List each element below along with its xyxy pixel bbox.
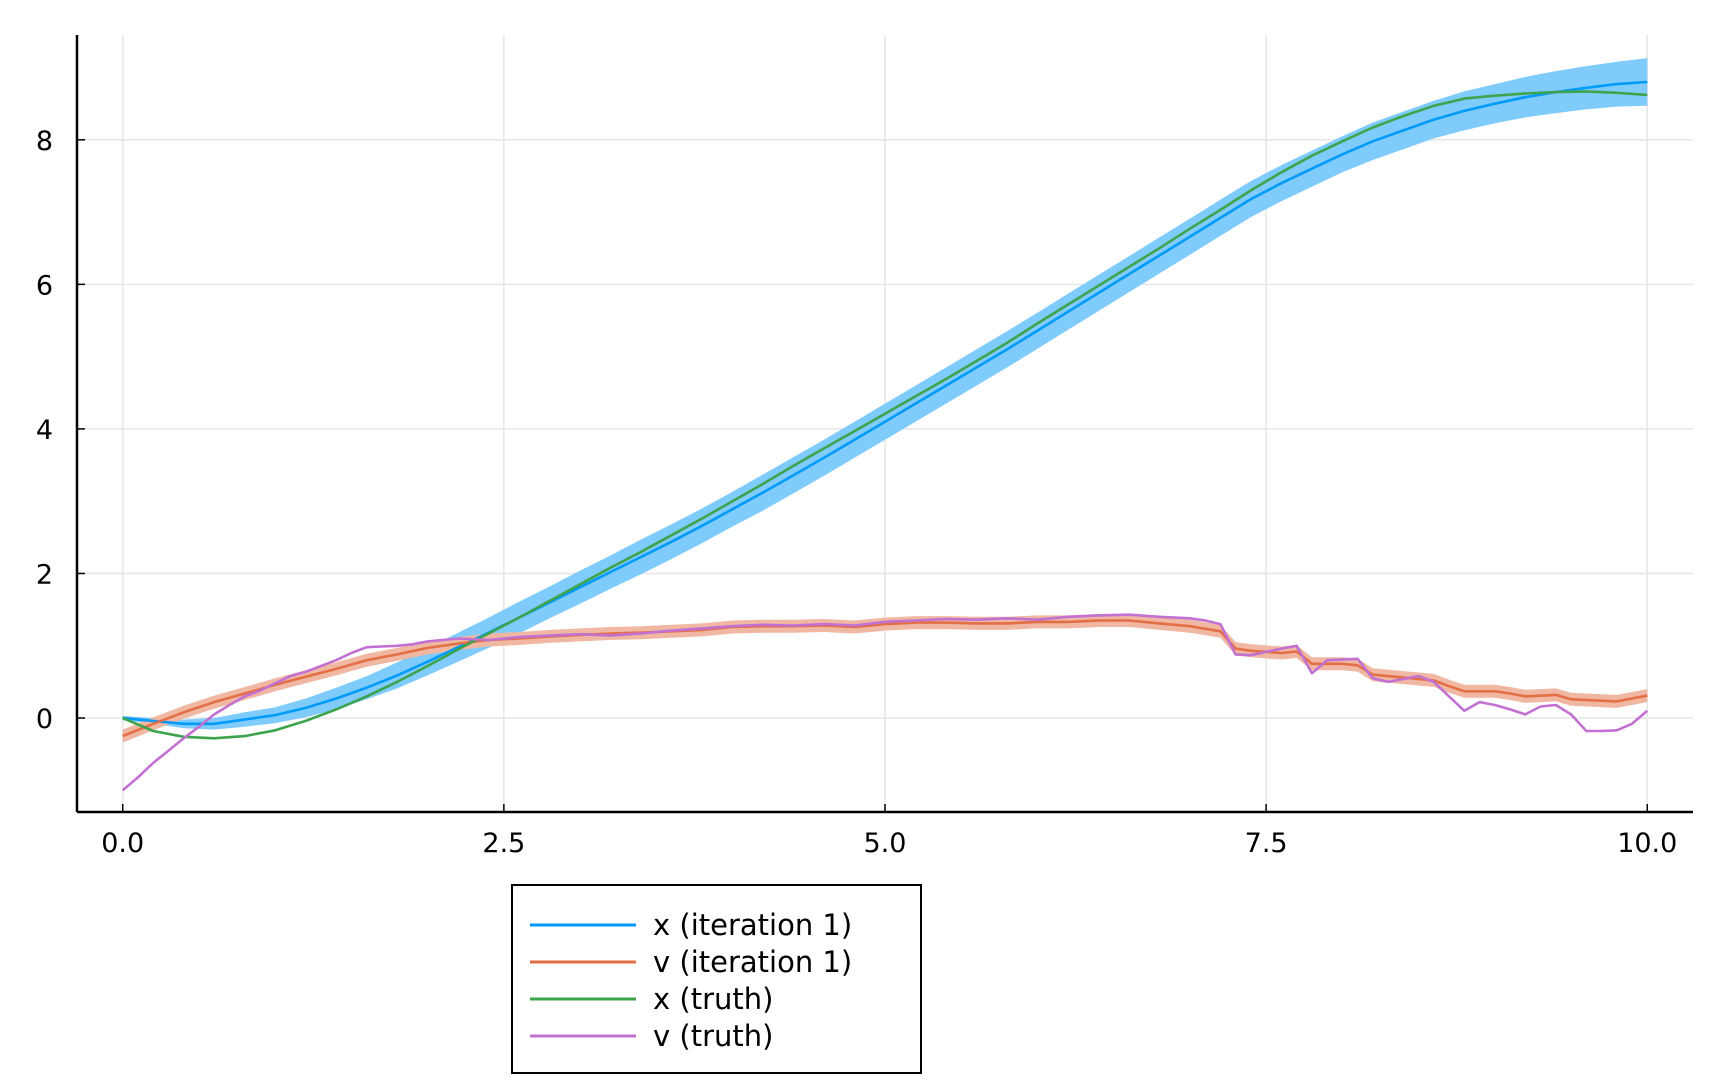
x-tick-label: 7.5 bbox=[1245, 828, 1288, 859]
y-tick-label: 8 bbox=[36, 126, 53, 157]
x-tick-label: 5.0 bbox=[864, 828, 907, 859]
series-lines bbox=[121, 80, 1649, 792]
x-tick-label: 10.0 bbox=[1617, 828, 1677, 859]
legend-box bbox=[511, 884, 922, 1074]
legend: x (iteration 1)v (iteration 1)x (truth)v… bbox=[511, 884, 922, 1074]
line-series-3 bbox=[122, 90, 1648, 740]
y-tick-label: 4 bbox=[36, 415, 53, 446]
x-tick-label: 0.0 bbox=[101, 828, 144, 859]
legend-label: x (iteration 1) bbox=[653, 908, 852, 942]
x-tick-label: 2.5 bbox=[482, 828, 525, 859]
y-tick-label: 6 bbox=[36, 270, 53, 301]
legend-label: v (truth) bbox=[653, 1019, 773, 1053]
band-series-2 bbox=[122, 614, 1648, 743]
line-series-1 bbox=[122, 80, 1648, 726]
line-series-4 bbox=[121, 613, 1649, 792]
legend-label: v (iteration 1) bbox=[653, 945, 852, 979]
tick-labels: 0.0 2.5 5.0 7.5 10.0 0 2 4 6 8 bbox=[36, 126, 1678, 859]
y-tick-label: 2 bbox=[36, 559, 53, 590]
line-series-2 bbox=[122, 619, 1648, 738]
legend-label: x (truth) bbox=[653, 982, 773, 1016]
uncertainty-bands bbox=[122, 58, 1648, 743]
y-tick-label: 0 bbox=[36, 704, 53, 735]
